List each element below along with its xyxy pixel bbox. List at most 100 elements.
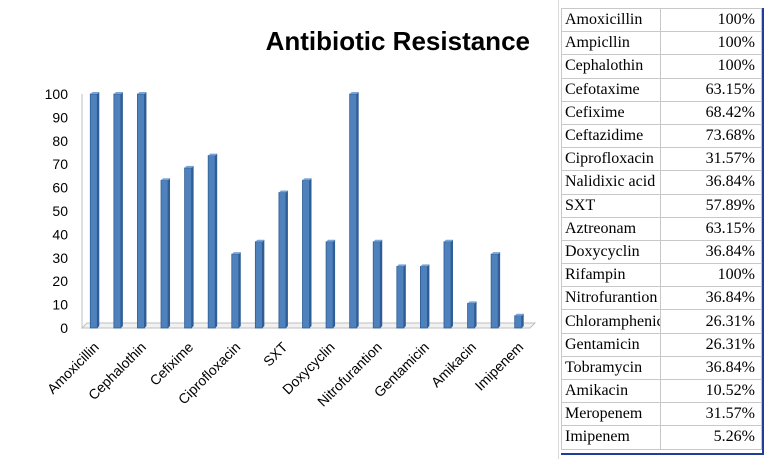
bar-side [238,252,241,328]
table-row: Nitrofurantion 36.84% [561,286,762,311]
bar-side [285,190,288,328]
y-tick-label: 70 [52,156,68,172]
bar [325,239,336,329]
bar-front [278,192,287,329]
bar-side [333,239,336,328]
bar-side [380,239,383,328]
resistance-percent-cell: 31.57% [660,147,762,172]
bar [207,153,218,329]
bar-chart: Antibiotic Resistance 0 10 20 30 40 50 60 70 80 9… [43,0,559,459]
resistance-table-body: Amoxicillin 100% Ampicllin 100% Cephalothin 1… [561,7,762,450]
y-axis: 0 10 20 30 40 50 60 70 80 90 100 [45,86,83,336]
bar-top [443,239,453,242]
table-row: Amikacin 10.52% [561,378,762,404]
bar-top [208,153,218,156]
bar-top [113,92,123,94]
bar-top [467,301,477,304]
bar-front [160,179,169,329]
y-tick-label: 100 [45,86,69,102]
x-tick-label: SXT [260,338,291,369]
antibiotic-name-cell: Chloramphenicol [561,309,661,334]
bar-side [474,301,477,328]
y-tick-label: 80 [52,133,68,149]
bar-front [207,155,216,329]
bar-top [184,165,194,168]
bar-top [373,239,383,242]
bar-front [231,253,240,329]
y-tick-label: 20 [52,273,68,289]
resistance-percent-cell: 26.31% [660,309,762,334]
bar-side [120,92,123,328]
bar [419,264,430,329]
bar-front [254,241,263,329]
antibiotic-name-cell: Amikacin [561,378,661,404]
bar [349,92,359,329]
bar-top [326,239,336,242]
resistance-table: Amoxicillin 100% Ampicllin 100% Cephalothin 1… [561,7,762,450]
antibiotic-name-cell: Nitrofurantion [561,286,661,311]
x-axis: AmoxicillinCephalothinCefiximeCiprofloxa… [44,338,526,409]
bar [396,264,406,329]
antibiotic-name-cell: Meropenem [561,402,661,427]
bar-front [490,253,499,329]
antibiotic-name-cell: Cefixime [561,100,661,125]
bar-top [255,239,265,242]
table-row: Chloramphenicol26.31% [561,309,762,334]
table-row: Cefixime 68.42% [561,100,762,125]
bar [302,178,312,329]
bar-side [168,178,171,328]
resistance-percent-cell: 36.84% [660,355,762,381]
bar-front [302,179,310,329]
resistance-percent-cell: 31.57% [660,402,762,427]
antibiotic-name-cell: Aztreonam [561,216,661,241]
bar-front [349,93,358,329]
resistance-percent-cell: 100% [660,263,762,288]
bar-side [191,165,194,328]
bar [514,313,524,329]
resistance-percent-cell: 63.15% [660,77,762,102]
bar-front [514,315,523,329]
bar-top [349,92,359,94]
table-row: Meropenem 31.57% [561,402,762,427]
bar [254,239,265,329]
resistance-percent-cell: 36.84% [660,239,762,265]
y-tick-label: 90 [52,109,68,125]
table-row: Aztreonam 63.15% [561,216,762,241]
resistance-percent-cell: 63.15% [660,216,762,241]
bar-front [443,241,452,329]
table-row: Ciprofloxacin 31.57% [561,147,762,172]
bar-side [356,92,359,328]
antibiotic-name-cell: Cefotaxime [561,77,661,102]
bar-front [396,266,405,329]
y-tick-label: 30 [52,250,68,266]
table-row: Cefotaxime 63.15% [561,77,762,102]
bar [113,92,123,329]
antibiotic-name-cell: Rifampin [561,263,661,288]
resistance-percent-cell: 10.52% [660,378,762,404]
bar-side [427,264,430,328]
bar [490,252,501,329]
bar-front [113,93,122,329]
bar-side [262,239,265,328]
bar-top [90,92,100,94]
bar-front [137,93,145,329]
resistance-percent-cell: 26.31% [660,332,762,357]
bar-side [450,239,453,328]
bar-side [309,178,312,328]
resistance-percent-cell: 68.42% [660,100,762,125]
resistance-percent-cell: 36.84% [660,170,762,195]
antibiotic-name-cell: Nalidixic acid [561,170,661,195]
bar-top [396,264,406,267]
bar [467,301,477,329]
x-tick-label: Imipenem [472,339,527,394]
resistance-table-panel: Amoxicillin 100% Ampicllin 100% Cephalothin 1… [561,7,764,455]
antibiotic-name-cell: Ciprofloxacin [561,147,661,172]
antibiotic-name-cell: Imipenem [561,425,661,450]
bar-side [498,252,501,328]
bar-side [403,264,406,328]
table-row: Amoxicillin 100% [561,7,762,33]
resistance-percent-cell: 36.84% [660,286,762,311]
bar [89,92,100,329]
table-row: Rifampin 100% [561,263,762,288]
bar [278,190,288,329]
